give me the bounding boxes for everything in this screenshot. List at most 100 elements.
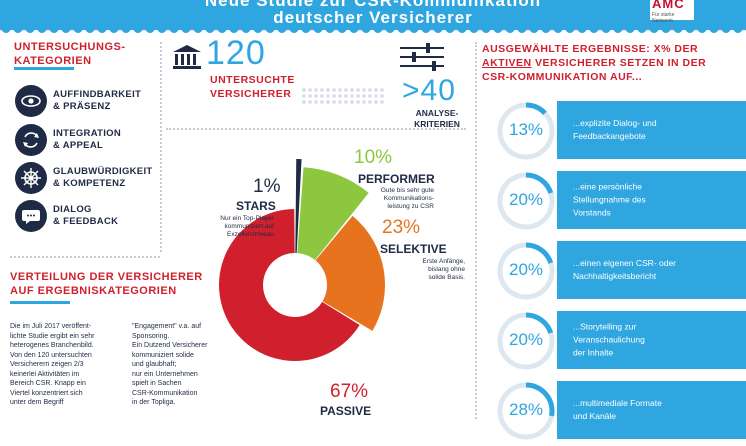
label-performer-pct: 10% bbox=[354, 147, 393, 168]
insurers-count: 120 bbox=[206, 34, 266, 72]
dot-grid-dot bbox=[326, 100, 330, 104]
category-label-4: DIALOG & FEEDBACK bbox=[53, 204, 119, 227]
dot-grid-dot bbox=[368, 100, 372, 104]
dot-grid-dot bbox=[332, 100, 336, 104]
category-label-2: INTEGRATION & APPEAL bbox=[53, 128, 122, 151]
result-percentage: 20% bbox=[508, 260, 544, 279]
dot-grid-dot bbox=[380, 88, 384, 92]
result-ring-graphic bbox=[497, 102, 555, 160]
dot-grid-dot bbox=[302, 94, 306, 98]
result-text: ...multimediale Formate und Kanäle bbox=[573, 398, 662, 421]
result-box: ...explizite Dialog- und Feedbackangebot… bbox=[557, 101, 746, 159]
label-stars-pct: 1% bbox=[253, 176, 281, 197]
logo-subtext: Für starke Netzwerk bbox=[652, 12, 675, 24]
dot-grid-dot bbox=[362, 100, 366, 104]
distribution-underline bbox=[10, 301, 70, 304]
label-selektive-desc: Erste Anfänge, bislang ohne solide Basis… bbox=[422, 258, 465, 281]
title-line-1: Neue Studie zur CSR-Kommunikation bbox=[204, 0, 542, 10]
dot-grid-dot bbox=[326, 94, 330, 98]
dot-grid-dot bbox=[314, 88, 318, 92]
dot-grid-dot bbox=[356, 94, 360, 98]
dot-grid-dot bbox=[338, 88, 342, 92]
label-performer-desc: Gute bis sehr gute Kommunikations- leist… bbox=[380, 187, 434, 210]
dot-grid-dot bbox=[374, 100, 378, 104]
dot-grid-dot bbox=[380, 100, 384, 104]
category-label-3: GLAUBWÜRDIGKEIT & KOMPETENZ bbox=[53, 166, 153, 189]
dot-grid-dot bbox=[356, 88, 360, 92]
label-performer-name: PERFORMER bbox=[358, 172, 435, 186]
insurers-label: UNTERSUCHTE VERSICHERER bbox=[210, 74, 295, 100]
results-heading-highlight: AKTIVEN bbox=[482, 57, 532, 69]
result-percentage: 28% bbox=[508, 400, 544, 419]
label-stars-desc: Nur ein Top-Player kommuniziert auf Exze… bbox=[220, 215, 274, 238]
dot-grid-dot bbox=[368, 94, 372, 98]
dot-grid-dot bbox=[326, 88, 330, 92]
dot-grid-dot bbox=[320, 94, 324, 98]
dot-grid-dot bbox=[314, 94, 318, 98]
divider-vertical-left bbox=[160, 42, 162, 252]
sliders-icon bbox=[398, 42, 446, 77]
dot-grid-dot bbox=[362, 94, 366, 98]
dot-grid-dot bbox=[332, 94, 336, 98]
result-ring-graphic bbox=[497, 172, 555, 230]
header-banner: Neue Studie zur CSR-Kommunikation deutsc… bbox=[0, 0, 746, 30]
dot-grid-dot bbox=[368, 88, 372, 92]
dot-grid-dot bbox=[380, 94, 384, 98]
category-label-1: AUFFINDBARKEIT & PRÄSENZ bbox=[53, 89, 142, 112]
dot-grid-dot bbox=[308, 100, 312, 104]
dot-grid-dot bbox=[338, 100, 342, 104]
result-percentage: 20% bbox=[508, 330, 544, 349]
dot-grid-dot bbox=[302, 100, 306, 104]
result-ring bbox=[496, 171, 556, 231]
title-line-2: deutscher Versicherer bbox=[273, 8, 473, 27]
slice-stars bbox=[295, 159, 302, 254]
result-text: ...Storytelling zur Veranschaulichung de… bbox=[573, 321, 645, 358]
distribution-heading: VERTEILUNG DER VERSICHERER AUF ERGEBNISK… bbox=[10, 271, 203, 297]
result-text: ...eine persönliche Stellungnahme des Vo… bbox=[573, 181, 646, 218]
dot-grid-dot bbox=[338, 94, 342, 98]
dot-grid-dot bbox=[344, 94, 348, 98]
dot-grid-dot bbox=[344, 100, 348, 104]
divider-horizontal-middle bbox=[166, 128, 466, 130]
dot-grid-dot bbox=[308, 88, 312, 92]
slice-selektive bbox=[315, 215, 385, 331]
bank-icon bbox=[172, 44, 202, 75]
dot-grid-dot bbox=[302, 88, 306, 92]
result-box: ...eine persönliche Stellungnahme des Vo… bbox=[557, 171, 746, 229]
categories-heading: UNTERSUCHUNGS- KATEGORIEN bbox=[14, 41, 126, 67]
ring-fill bbox=[497, 172, 555, 230]
dot-grid-dot bbox=[332, 88, 336, 92]
ring-fill bbox=[497, 312, 555, 370]
criteria-label: ANALYSE- KRITERIEN bbox=[414, 108, 460, 129]
result-ring bbox=[496, 311, 556, 371]
result-ring-graphic bbox=[497, 242, 555, 300]
header-wave bbox=[0, 28, 746, 33]
divider-vertical-right bbox=[475, 42, 477, 419]
amc-logo: AMC Für starke Netzwerk bbox=[650, 0, 694, 24]
result-ring bbox=[496, 101, 556, 161]
dot-grid-dot bbox=[320, 88, 324, 92]
results-heading-post: VERSICHERER SETZEN IN DER CSR-KOMMUNIKAT… bbox=[482, 57, 707, 83]
dot-grid-dot bbox=[344, 88, 348, 92]
categories-underline bbox=[14, 67, 74, 70]
ring-fill bbox=[497, 242, 555, 300]
result-text: ...explizite Dialog- und Feedbackangebot… bbox=[573, 118, 657, 141]
result-box: ...Storytelling zur Veranschaulichung de… bbox=[557, 311, 746, 369]
divider-horizontal-left bbox=[10, 256, 160, 258]
dot-grid-dot bbox=[374, 94, 378, 98]
distribution-donut-chart bbox=[219, 159, 385, 361]
label-passive-pct: 67% bbox=[330, 381, 369, 402]
results-heading: AUSGEWÄHLTE ERGEBNISSE: X% DER AKTIVEN V… bbox=[482, 42, 744, 84]
dot-grid-dot bbox=[314, 100, 318, 104]
slice-passive bbox=[219, 209, 360, 361]
insurers-dot-grid bbox=[300, 86, 390, 108]
results-heading-pre: AUSGEWÄHLTE ERGEBNISSE: X% DER bbox=[482, 43, 699, 55]
result-ring bbox=[496, 241, 556, 301]
ring-fill bbox=[497, 382, 555, 440]
label-passive-name: PASSIVE bbox=[320, 404, 372, 418]
dot-grid-dot bbox=[350, 100, 354, 104]
result-percentage: 13% bbox=[508, 120, 544, 139]
dot-grid-dot bbox=[350, 88, 354, 92]
eye-icon bbox=[15, 85, 47, 117]
result-ring-graphic bbox=[497, 312, 555, 370]
